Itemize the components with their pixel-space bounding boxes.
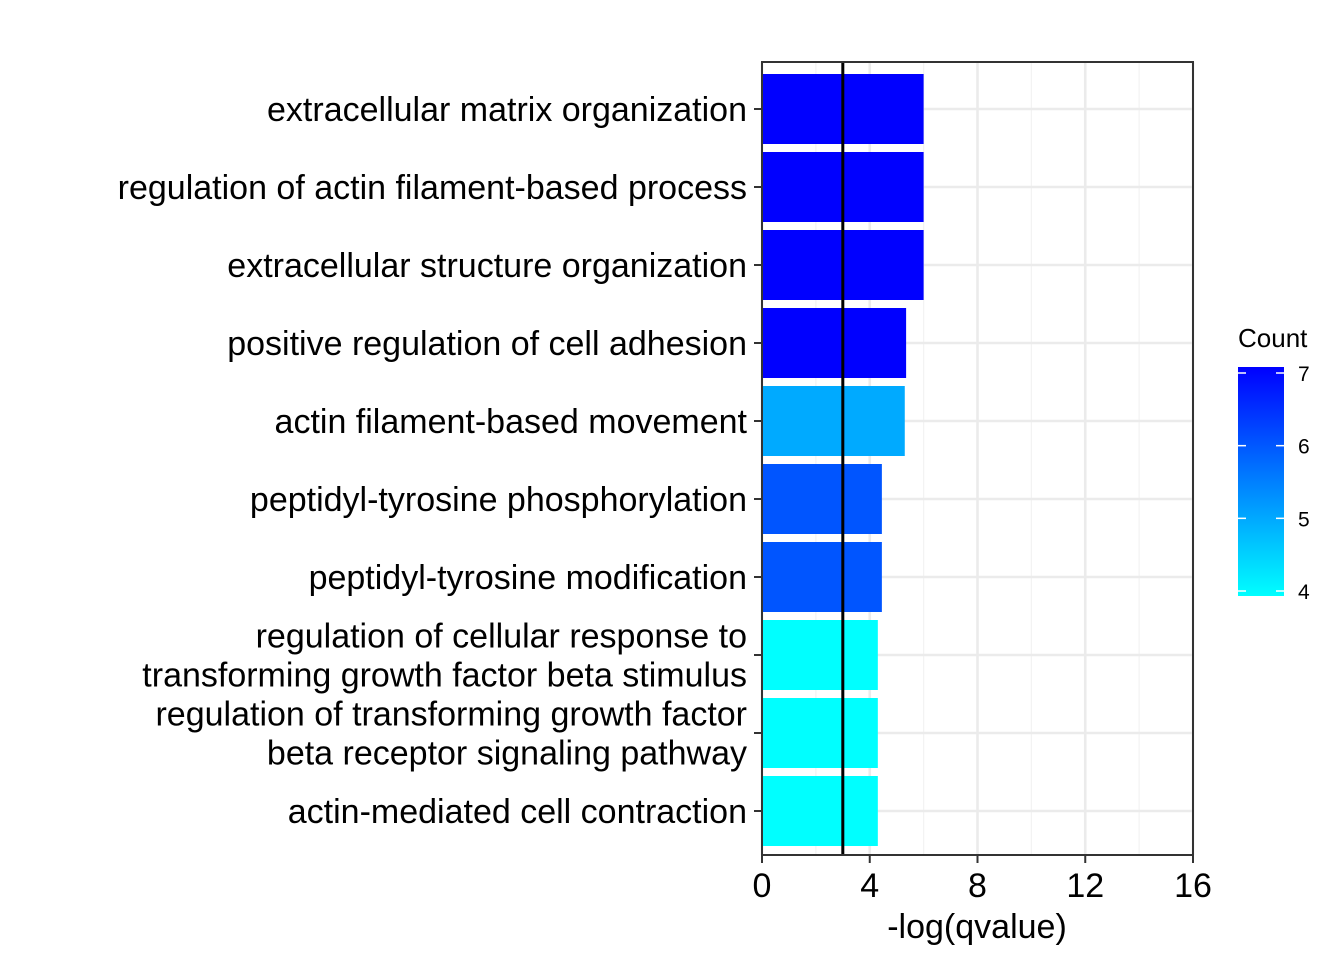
- bar: [762, 386, 905, 456]
- x-axis: 0 4 8 12 16: [753, 855, 1212, 905]
- category-label: regulation of transforming growth factor…: [155, 696, 747, 773]
- legend-tick-label: 7: [1298, 363, 1310, 386]
- category-label: actin-mediated cell contraction: [288, 793, 747, 831]
- category-label: regulation of actin filament-based proce…: [118, 169, 747, 207]
- x-tick-label: 4: [860, 867, 879, 905]
- legend-colorbar: [1238, 367, 1284, 596]
- legend-ticks: 7 6 5 4: [1238, 363, 1310, 604]
- x-tick-label: 12: [1066, 867, 1104, 905]
- bar: [762, 776, 878, 846]
- category-label: peptidyl-tyrosine modification: [309, 559, 747, 597]
- x-axis-title: -log(qvalue): [887, 908, 1067, 946]
- category-label: regulation of cellular response to transf…: [142, 618, 747, 695]
- category-label: actin filament-based movement: [275, 403, 748, 441]
- category-label: peptidyl-tyrosine phosphorylation: [250, 481, 747, 519]
- bar: [762, 542, 882, 612]
- legend-title: Count: [1238, 323, 1308, 353]
- bar: [762, 308, 907, 378]
- bar: [762, 620, 878, 690]
- bar: [762, 698, 878, 768]
- bar: [762, 464, 882, 534]
- legend-tick-label: 4: [1298, 581, 1310, 604]
- x-tick-label: 16: [1174, 867, 1212, 905]
- category-label: extracellular matrix organization: [267, 91, 747, 129]
- y-axis: extracellular matrix organization regulat…: [118, 91, 762, 831]
- x-tick-label: 0: [753, 867, 772, 905]
- legend-tick-label: 5: [1298, 508, 1310, 531]
- legend: Count 7 6 5 4: [1238, 323, 1310, 604]
- category-label: extracellular structure organization: [227, 247, 747, 285]
- x-tick-label: 8: [968, 867, 987, 905]
- category-label: positive regulation of cell adhesion: [227, 325, 747, 363]
- legend-tick-label: 6: [1298, 436, 1310, 459]
- bars: [762, 74, 924, 846]
